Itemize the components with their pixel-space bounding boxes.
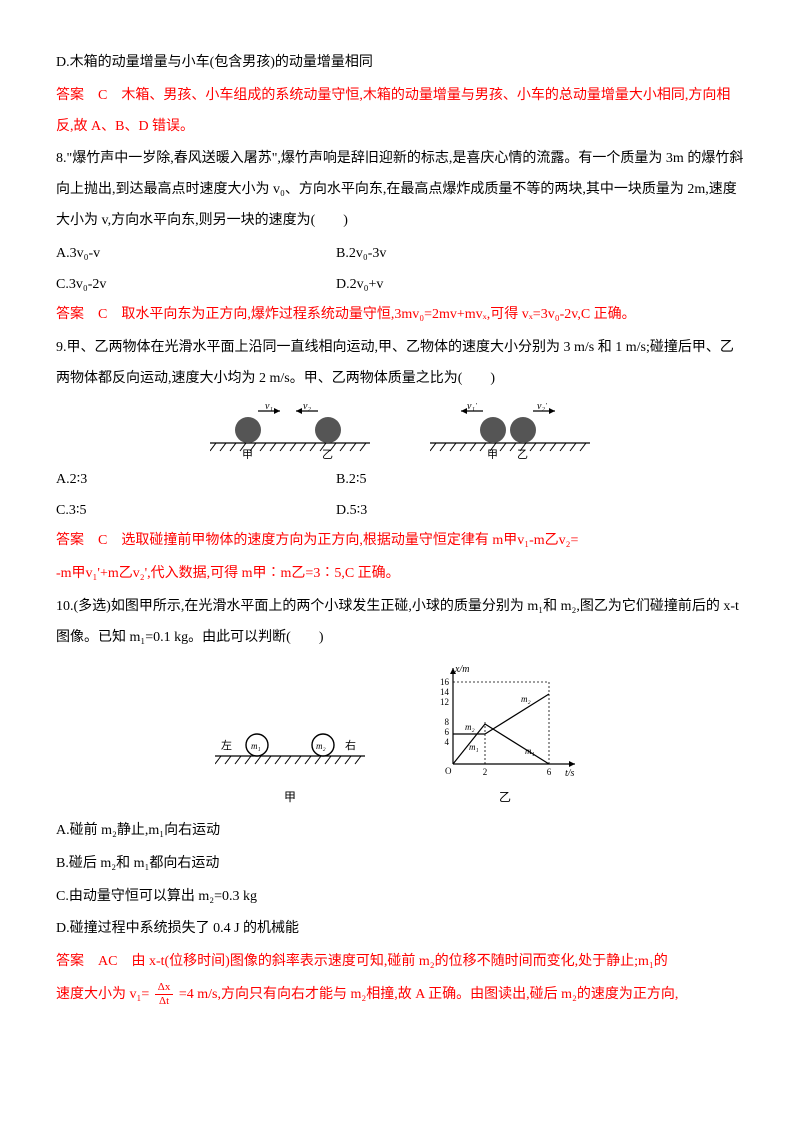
fraction-icon: Δx Δt (155, 982, 174, 1007)
svg-text:m₁: m₁ (251, 741, 261, 751)
q9-answer-line2: -m甲v₁'+m乙v₂',代入数据,可得 m甲∶m乙=3∶5,C 正确。 (56, 559, 744, 590)
q9-figure-after: v₁' v₂' 甲 乙 (430, 403, 590, 459)
q9-option-b: B.2∶5 (336, 465, 366, 496)
q10-option-d: D.碰撞过程中系统损失了 0.4 J 的机械能 (56, 914, 744, 945)
svg-text:乙: 乙 (517, 448, 528, 459)
svg-text:v₁: v₁ (265, 403, 273, 412)
q8-option-b: B.2v₀-3v (336, 239, 386, 270)
q10-figure-jia: m₁ m₂ 左 右 (215, 722, 365, 778)
svg-text:O: O (445, 766, 452, 776)
q7-answer: 答案 C 木箱、男孩、小车组成的系统动量守恒,木箱的动量增量与男孩、小车的总动量… (56, 81, 744, 143)
svg-text:x/m: x/m (454, 664, 469, 675)
svg-text:14: 14 (440, 687, 450, 697)
svg-text:m₁: m₁ (525, 746, 535, 756)
q9-figure: v₁ v₂ 甲 乙 v₁' v₂' 甲 乙 (56, 403, 744, 459)
svg-text:4: 4 (445, 737, 450, 747)
q8-stem: 8."爆竹声中一岁除,春风送暖入屠苏",爆竹声响是辞旧迎新的标志,是喜庆心情的流… (56, 144, 744, 236)
q8-option-c: C.3v₀-2v (56, 270, 336, 301)
svg-text:12: 12 (440, 697, 449, 707)
q7-option-d: D.木箱的动量增量与小车(包含男孩)的动量增量相同 (56, 48, 744, 79)
svg-text:v₂: v₂ (303, 403, 311, 412)
q9-option-a: A.2∶3 (56, 465, 336, 496)
q10-stem: 10.(多选)如图甲所示,在光滑水平面上的两个小球发生正碰,小球的质量分别为 m… (56, 592, 744, 654)
q10-answer-line1: 答案 AC 由 x-t(位移时间)图像的斜率表示速度可知,碰前 m₂的位移不随时… (56, 947, 744, 978)
svg-text:m₂: m₂ (521, 694, 531, 704)
svg-text:m₂: m₂ (465, 722, 475, 732)
q9-option-d: D.5∶3 (336, 496, 367, 527)
q10-answer-line2: 速度大小为 v₁= Δx Δt =4 m/s,方向只有向右才能与 m₂相撞,故 … (56, 980, 744, 1011)
svg-text:左: 左 (221, 739, 232, 752)
q10-option-b: B.碰后 m₂和 m₁都向右运动 (56, 849, 744, 880)
q8-answer: 答案 C 取水平向东为正方向,爆炸过程系统动量守恒,3mv₀=2mv+mvₓ,可… (56, 300, 744, 331)
q8-option-a: A.3v₀-v (56, 239, 336, 270)
svg-text:m₂: m₂ (316, 741, 326, 751)
q9-options-row-1: A.2∶3 B.2∶5 (56, 465, 744, 496)
q10-figure: m₁ m₂ 左 右 甲 x/m t/s O 4 6 8 12 14 16 (56, 662, 744, 810)
q10-option-a: A.碰前 m₂静止,m₁向右运动 (56, 816, 744, 847)
q10-option-c: C.由动量守恒可以算出 m₂=0.3 kg (56, 882, 744, 913)
q8-options-row-2: C.3v₀-2v D.2v₀+v (56, 270, 744, 301)
svg-text:6: 6 (547, 767, 552, 777)
svg-text:甲: 甲 (487, 449, 498, 459)
svg-text:v₂': v₂' (537, 403, 548, 412)
q10-fig-yi-caption: 乙 (425, 784, 585, 810)
fraction-num: Δx (155, 982, 174, 995)
q10-figure-yi-chart: x/m t/s O 4 6 8 12 14 16 2 6 (425, 662, 585, 782)
svg-text:6: 6 (445, 727, 450, 737)
q8-option-d: D.2v₀+v (336, 270, 383, 301)
q9-answer-line1: 答案 C 选取碰撞前甲物体的速度方向为正方向,根据动量守恒定律有 m甲v₁-m乙… (56, 526, 744, 557)
svg-text:m₁: m₁ (469, 742, 479, 752)
svg-text:8: 8 (445, 717, 450, 727)
svg-text:右: 右 (345, 738, 356, 752)
q9-stem: 9.甲、乙两物体在光滑水平面上沿同一直线相向运动,甲、乙物体的速度大小分别为 3… (56, 333, 744, 395)
svg-text:甲: 甲 (242, 449, 253, 459)
q9-option-c: C.3∶5 (56, 496, 336, 527)
q9-figure-before: v₁ v₂ 甲 乙 (210, 403, 370, 459)
svg-text:2: 2 (483, 767, 488, 777)
fraction-den: Δt (159, 995, 169, 1007)
svg-text:16: 16 (440, 677, 450, 687)
q9-options-row-2: C.3∶5 D.5∶3 (56, 496, 744, 527)
svg-text:t/s: t/s (565, 768, 575, 779)
svg-text:v₁': v₁' (467, 403, 478, 412)
q10-fig-jia-caption: 甲 (215, 784, 365, 810)
svg-text:乙: 乙 (322, 448, 333, 459)
q8-options-row-1: A.3v₀-v B.2v₀-3v (56, 239, 744, 270)
q10-ans-part-b: =4 m/s,方向只有向右才能与 m₂相撞,故 A 正确。由图读出,碰后 m₂的… (179, 987, 679, 1002)
q10-ans-part-a: 速度大小为 v₁= (56, 987, 149, 1002)
